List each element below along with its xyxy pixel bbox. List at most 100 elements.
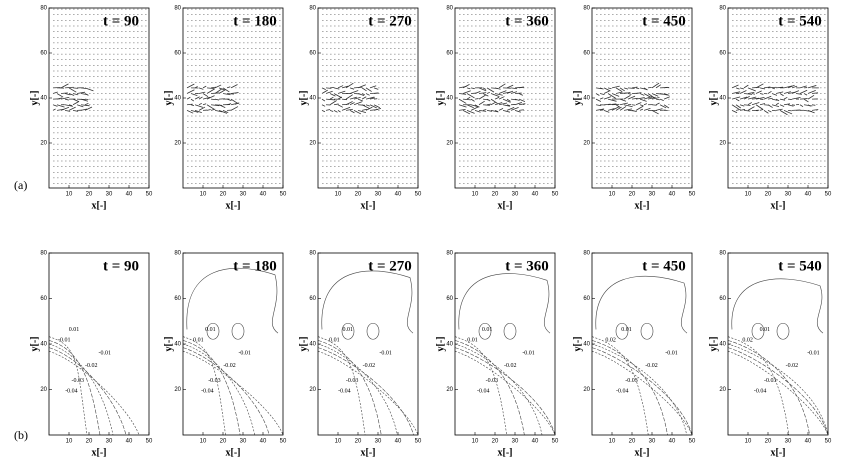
panel-title: t = 270 [368,13,412,29]
panel: 10 20 30 40 50 20 40 60 80 t = 360 x[-] y[-] [435,6,559,212]
y-axis-label: y[-] [298,337,309,352]
vector [198,91,206,94]
x-tick-label: 10 [335,439,342,445]
vector [651,93,659,97]
vector [353,97,361,100]
vector [349,96,358,100]
vector [506,98,511,102]
vector [755,104,764,110]
vector [743,109,751,112]
panel-label: (a) [14,178,27,192]
vector [506,104,511,107]
vector [783,96,788,100]
x-tick-label: 50 [280,439,287,445]
y-tick-label: 80 [309,6,316,12]
contour-line [317,350,419,436]
vector [743,84,749,89]
vector [458,93,467,95]
vector [210,98,216,101]
panel: 10 20 30 40 50 20 40 60 80 t = 270 x[-] y[-] [298,6,422,212]
vector [779,93,784,97]
vector [743,95,750,100]
vector [206,109,211,111]
contour-line [640,322,654,340]
vector [202,96,211,100]
y-axis-label: y[-] [435,337,446,352]
vector [607,98,617,102]
y-tick-label: 20 [40,141,47,147]
contour-line [182,350,284,436]
vector [787,104,794,107]
vector [747,106,755,111]
vector [56,97,63,100]
vector [743,93,753,95]
x-tick-label: 20 [765,439,772,445]
vector [647,86,652,89]
x-tick-label: 10 [66,192,73,198]
vector [68,104,73,107]
y-tick-label: 40 [174,96,181,102]
vector [68,106,76,111]
vector [510,91,518,94]
y-axis-label: y[-] [708,337,719,352]
vector [210,108,216,111]
contour-line [321,270,414,334]
x-tick-label: 50 [689,192,696,198]
vector [510,98,517,101]
vector [190,98,195,102]
vector [486,98,491,102]
x-tick-label: 20 [220,192,227,198]
vector [651,104,657,106]
vector [807,104,811,107]
panel: 10 20 30 40 50 20 40 60 80 t = 450 x[-] y[-] [572,6,696,212]
vector [739,90,747,94]
y-tick-label: 40 [40,342,47,348]
vector [811,104,816,106]
vector [619,102,628,106]
vector [230,84,238,89]
x-tick-label: 40 [532,192,539,198]
vector [84,106,93,111]
vector [623,92,631,94]
contour-line [182,340,241,436]
contour-line [727,347,829,436]
panel-title: t = 270 [368,258,412,274]
x-tick-label: 10 [472,192,479,198]
vector [321,110,326,113]
vector [627,95,636,100]
vector [325,90,333,94]
y-tick-label: 80 [719,6,726,12]
panel: 0.010.01 -0.01 -0.02 -0.03 -0.04 10 20 30 40 50 20… [298,251,422,459]
contour-line [731,278,824,334]
vector [595,98,602,102]
vector [502,98,511,103]
y-axis-label: y[-] [29,337,40,352]
x-tick-label: 30 [512,192,519,198]
y-tick-label: 80 [174,6,181,12]
panel-title: t = 90 [103,258,139,274]
vector [775,91,784,94]
contour-line [458,273,551,334]
vector [321,104,326,107]
vector [214,109,223,113]
plot-frame [317,252,419,436]
vector [627,87,635,89]
contour-line [48,340,101,436]
vector [60,83,69,89]
vector [474,98,479,100]
vector [333,93,343,99]
vector [635,92,642,94]
vector [659,104,667,109]
x-tick-label: 40 [532,439,539,445]
x-axis-label: x[-] [92,200,107,211]
vector [357,98,364,102]
y-tick-label: 60 [719,296,726,302]
vector [218,104,226,109]
vector [72,100,80,106]
x-tick-label: 40 [126,192,133,198]
x-tick-label: 40 [805,192,812,198]
x-tick-label: 20 [355,439,362,445]
vector [218,110,228,114]
x-tick-label: 20 [86,192,93,198]
vector [498,83,506,89]
